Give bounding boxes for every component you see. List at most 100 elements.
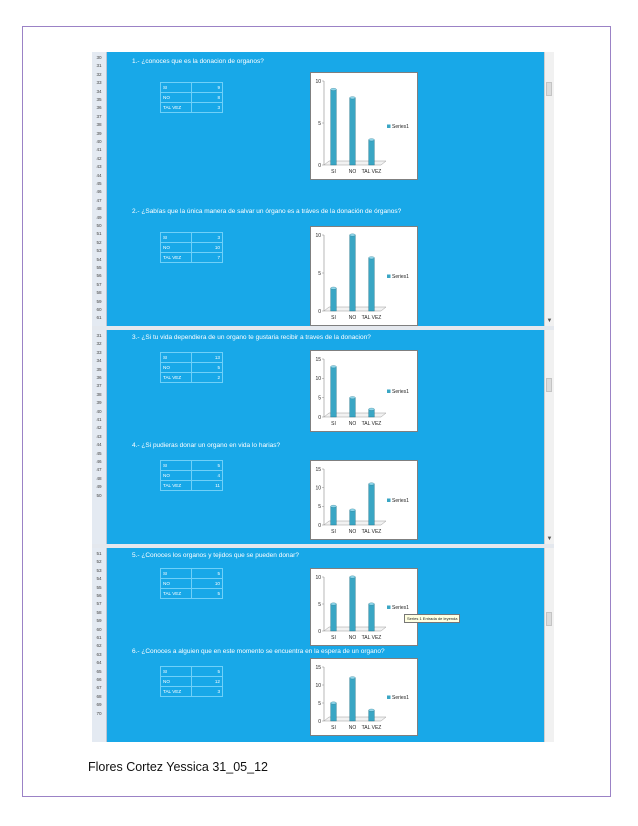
row-number[interactable]: 61 — [96, 635, 102, 640]
row-number[interactable]: 54 — [96, 576, 102, 582]
row-number[interactable]: 40 — [96, 408, 102, 414]
bar-chart[interactable]: 0 5 10 SI NO TAL VEZ Series1 — [310, 568, 418, 646]
row-number[interactable]: 35 — [96, 366, 102, 372]
table-row: NO 12 — [160, 676, 223, 687]
row-number[interactable]: 32 — [96, 71, 102, 77]
row-number[interactable]: 48 — [96, 475, 102, 481]
row-number[interactable]: 70 — [96, 710, 102, 716]
row-number[interactable]: 58 — [96, 609, 102, 615]
chart-svg: 0 5 10 SI NO TAL VEZ Series1 — [315, 575, 409, 641]
row-number[interactable]: 69 — [96, 702, 102, 708]
row-number[interactable]: 54 — [96, 256, 102, 262]
row-number[interactable]: 31 — [96, 333, 102, 338]
legend-entry: Series1 — [392, 274, 409, 280]
answer-count: 5 — [191, 666, 223, 677]
row-number[interactable]: 60 — [96, 307, 102, 312]
bar-chart[interactable]: 0 5 10 SI NO TAL VEZ Series1 — [310, 72, 418, 180]
row-number[interactable]: 56 — [96, 593, 102, 598]
row-number[interactable]: 57 — [96, 281, 102, 287]
row-number[interactable]: 59 — [96, 298, 102, 304]
row-number[interactable]: 57 — [96, 601, 102, 607]
row-number[interactable]: 39 — [96, 130, 102, 136]
row-number[interactable]: 61 — [96, 315, 102, 321]
row-number[interactable]: 43 — [96, 164, 102, 170]
row-number[interactable]: 55 — [96, 584, 102, 590]
vertical-scrollbar[interactable]: ▼ — [544, 52, 554, 326]
row-number[interactable]: 36 — [96, 375, 102, 380]
bar-chart[interactable]: 0 5 10 15 SI NO TAL VEZ Series1 — [310, 658, 418, 736]
row-number[interactable]: 55 — [96, 265, 102, 270]
legend-tooltip: Series 1 Entrada de leyenda — [404, 614, 461, 623]
row-number[interactable]: 50 — [96, 492, 102, 498]
row-number[interactable]: 46 — [96, 459, 102, 464]
row-number[interactable]: 52 — [96, 559, 102, 565]
bar-top — [330, 602, 337, 606]
row-number[interactable]: 66 — [96, 677, 102, 682]
row-number[interactable]: 46 — [96, 189, 102, 195]
scroll-thumb[interactable] — [546, 82, 552, 96]
row-number[interactable]: 47 — [96, 467, 102, 473]
row-number[interactable]: 67 — [96, 685, 102, 691]
bar-chart[interactable]: 0 5 10 15 SI NO TAL VEZ Series1 — [310, 350, 418, 432]
bar-top — [349, 96, 356, 100]
answer-label: TAL VEZ — [160, 588, 192, 599]
row-number[interactable]: 37 — [96, 113, 102, 119]
row-number[interactable]: 49 — [96, 484, 102, 490]
vertical-scrollbar[interactable] — [544, 548, 554, 742]
row-number[interactable]: 30 — [96, 55, 102, 60]
row-number[interactable]: 49 — [96, 214, 102, 220]
row-number[interactable]: 34 — [96, 88, 102, 94]
row-number[interactable]: 58 — [96, 290, 102, 296]
row-number[interactable]: 31 — [96, 63, 102, 69]
row-number[interactable]: 39 — [96, 400, 102, 406]
row-number[interactable]: 33 — [96, 349, 102, 355]
row-number[interactable]: 56 — [96, 273, 102, 279]
row-number[interactable]: 35 — [96, 97, 102, 102]
row-number[interactable]: 42 — [96, 155, 102, 161]
y-tick-label: 10 — [315, 485, 321, 491]
row-number[interactable]: 65 — [96, 668, 102, 674]
row-number[interactable]: 36 — [96, 105, 102, 111]
row-number[interactable]: 44 — [96, 442, 102, 448]
row-number[interactable]: 53 — [96, 567, 102, 573]
bar-chart[interactable]: 0 5 10 SI NO TAL VEZ Series1 — [310, 226, 418, 326]
row-number[interactable]: 59 — [96, 618, 102, 624]
y-tick-label: 5 — [318, 121, 321, 127]
row-number[interactable]: 38 — [96, 122, 102, 128]
row-number[interactable]: 68 — [96, 693, 102, 699]
row-number[interactable]: 34 — [96, 358, 102, 364]
row-number[interactable]: 48 — [96, 206, 102, 212]
row-number[interactable]: 33 — [96, 80, 102, 86]
row-number[interactable]: 45 — [96, 450, 102, 456]
row-number[interactable]: 51 — [96, 231, 102, 237]
row-number[interactable]: 42 — [96, 425, 102, 431]
row-number[interactable]: 41 — [96, 147, 102, 153]
row-number[interactable]: 41 — [96, 417, 102, 422]
scroll-down-arrow-icon[interactable]: ▼ — [546, 318, 553, 324]
answer-label: TAL VEZ — [160, 372, 192, 383]
page-border — [22, 26, 611, 797]
scroll-thumb[interactable] — [546, 378, 552, 392]
row-number[interactable]: 64 — [96, 660, 102, 666]
scroll-down-arrow-icon[interactable]: ▼ — [546, 536, 553, 542]
scroll-thumb[interactable] — [546, 612, 552, 626]
row-number[interactable]: 62 — [96, 643, 102, 649]
row-number[interactable]: 60 — [96, 626, 102, 632]
row-number[interactable]: 47 — [96, 197, 102, 203]
row-number[interactable]: 50 — [96, 223, 102, 228]
row-number[interactable]: 38 — [96, 391, 102, 397]
row-number[interactable]: 44 — [96, 172, 102, 178]
row-number[interactable]: 53 — [96, 248, 102, 254]
row-number[interactable]: 45 — [96, 181, 102, 186]
row-number[interactable]: 32 — [96, 341, 102, 347]
category-label: TAL VEZ — [362, 421, 382, 427]
row-number[interactable]: 63 — [96, 651, 102, 657]
row-number[interactable]: 51 — [96, 551, 102, 556]
row-number[interactable]: 40 — [96, 139, 102, 144]
row-number[interactable]: 43 — [96, 433, 102, 439]
table-row: TAL VEZ 11 — [160, 480, 223, 491]
row-number[interactable]: 52 — [96, 239, 102, 245]
vertical-scrollbar[interactable]: ▼ — [544, 330, 554, 544]
row-number[interactable]: 37 — [96, 383, 102, 389]
bar-chart[interactable]: 0 5 10 15 SI NO TAL VEZ Series1 — [310, 460, 418, 540]
